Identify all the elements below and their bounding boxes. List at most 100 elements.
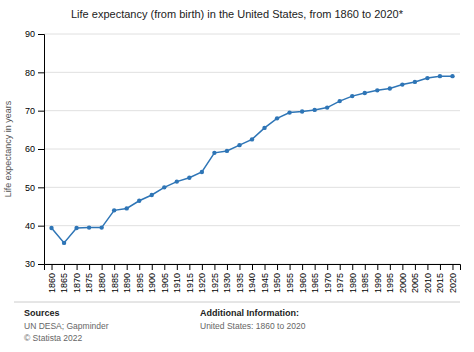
tick-label: 50 [25,183,35,193]
line [52,76,453,243]
tick: 80 [25,68,44,78]
tick-mark [352,264,353,270]
point [175,179,179,183]
point [62,241,66,245]
tick-label: 70 [25,106,35,116]
tick-label: 1965 [310,273,320,293]
tick: 1920 [197,264,207,293]
tick-label: 2000 [398,273,408,293]
point [338,99,342,103]
tick-label: 1995 [385,273,395,293]
tick-label: 2005 [410,273,420,293]
point [137,199,141,203]
tick: 1965 [310,264,320,293]
tick-mark [252,264,253,270]
point [49,226,53,230]
point [212,151,216,155]
tick: 2020 [448,264,458,293]
point [162,185,166,189]
tick-mark [302,264,303,270]
point [112,208,116,212]
tick: 50 [25,183,44,193]
tick-mark [315,264,316,270]
annotation: Additional Information: [200,308,299,318]
point [400,82,404,86]
tick: 1895 [135,264,145,293]
tick-mark [327,264,328,270]
tick-label: 30 [25,259,35,269]
grid-line [44,72,460,73]
tick: 1930 [222,264,232,293]
tick: 90 [25,29,44,39]
point [363,91,367,95]
tick: 1960 [298,264,308,293]
tick-label: 1865 [59,273,69,293]
tick: 60 [25,144,44,154]
footer-rule [14,302,460,303]
tick-label: 1980 [348,273,358,293]
axis-line [38,35,45,265]
tick-label: 1940 [247,273,257,293]
tick: 30 [25,259,44,269]
tick-label: 1890 [122,273,132,293]
tick-label: 1905 [160,273,170,293]
tick-mark [440,264,441,270]
tick-mark [38,187,44,188]
point [237,143,241,147]
point [300,109,304,113]
tick-mark [64,264,65,270]
tick: 2015 [435,264,445,293]
tick: 2005 [410,264,420,293]
tick-mark [52,264,53,270]
point [250,137,254,141]
point [124,206,128,210]
point [312,108,316,112]
point [187,176,191,180]
grid-line [44,149,460,150]
tick-label: 2020 [448,273,458,293]
tick-label: 1935 [235,273,245,293]
tick-mark [38,149,44,150]
tick-label: 1895 [135,273,145,293]
tick-label: 60 [25,144,35,154]
tick-label: 1970 [323,273,333,293]
tick-label: 1920 [197,273,207,293]
tick-mark [89,264,90,270]
y-axis: 30405060708090 [25,29,45,269]
tick-mark [164,264,165,270]
tick: 1875 [84,264,94,293]
tick: 1935 [235,264,245,293]
point [87,225,91,229]
tick: 1940 [247,264,257,293]
tick-label: 1960 [298,273,308,293]
point [325,105,329,109]
point [200,170,204,174]
tick-mark [214,264,215,270]
tick-label: 1930 [222,273,232,293]
tick: 1945 [260,264,270,293]
tick-label: 1975 [335,273,345,293]
tick: 1910 [172,264,182,293]
tick: 1885 [110,264,120,293]
tick: 1880 [97,264,107,293]
tick-mark [38,264,44,265]
point [425,76,429,80]
tick: 1950 [272,264,282,293]
tick-label: 2015 [435,273,445,293]
tick-mark [139,264,140,270]
point [388,86,392,90]
tick-mark [377,264,378,270]
x-axis: 1860186518701875188018851890189519001905… [45,264,461,293]
tick-label: 1990 [373,273,383,293]
point [413,80,417,84]
tick-label: 1875 [84,273,94,293]
tick: 1925 [210,264,220,293]
title: Life expectancy (from birth) in the Unit… [71,8,404,20]
tick-mark [127,264,128,270]
tick: 1870 [72,264,82,293]
tick-mark [239,264,240,270]
point [350,94,354,98]
tick-mark [189,264,190,270]
tick-label: 1900 [147,273,157,293]
point [287,110,291,114]
